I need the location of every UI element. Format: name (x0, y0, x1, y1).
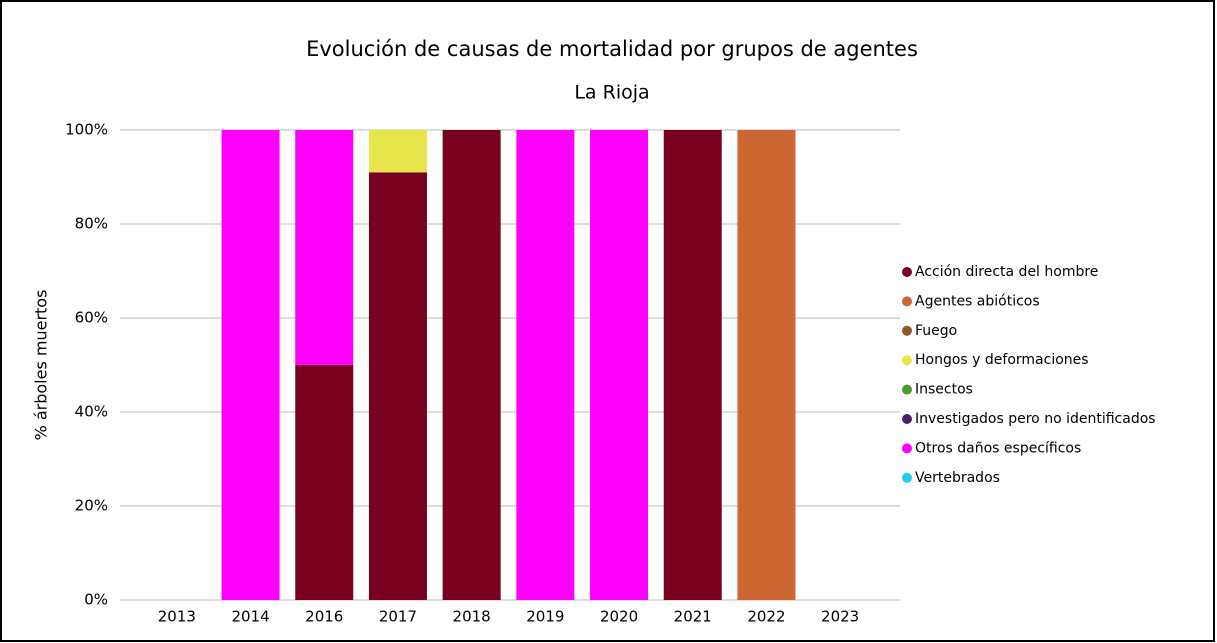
bar-segment (590, 130, 649, 600)
y-tick-label: 80% (75, 215, 108, 233)
legend-marker (902, 443, 912, 454)
legend-marker (902, 472, 912, 483)
y-axis-label: % árboles muertos (32, 290, 51, 441)
y-tick-label: 0% (84, 591, 108, 609)
legend-label: Hongos y deformaciones (915, 352, 1089, 368)
y-tick-label: 40% (75, 403, 108, 421)
y-tick-label: 60% (75, 309, 108, 327)
x-tick-label: 2016 (305, 608, 343, 626)
legend-label: Fuego (915, 323, 957, 339)
bar-segment (295, 365, 354, 600)
legend-marker (902, 325, 912, 336)
chart-title: Evolución de causas de mortalidad por gr… (306, 37, 918, 61)
y-tick-label: 100% (65, 121, 108, 139)
legend-marker (902, 355, 912, 366)
legend-marker (902, 384, 912, 395)
bar-segment (368, 172, 427, 601)
legend-label: Acción directa del hombre (915, 264, 1098, 280)
x-tick-label: 2023 (821, 608, 859, 626)
legend-label: Investigados pero no identificados (915, 411, 1156, 427)
bar-segment (295, 130, 354, 365)
legend-marker (902, 267, 912, 277)
bar-segment (516, 130, 575, 600)
bar-segment (368, 130, 427, 173)
x-tick-label: 2020 (600, 608, 638, 626)
legend-marker (902, 296, 912, 307)
x-tick-label: 2021 (674, 608, 712, 626)
legend-label: Insectos (915, 382, 973, 398)
bar-segment (663, 130, 722, 600)
x-tick-label: 2014 (231, 608, 269, 626)
bar-segment (737, 130, 796, 600)
bar-segment (442, 130, 501, 600)
legend-label: Otros daños específicos (915, 440, 1081, 456)
bar-segment (221, 130, 280, 600)
x-tick-label: 2013 (158, 608, 196, 626)
legend-label: Agentes abióticos (915, 293, 1040, 309)
y-tick-label: 20% (75, 497, 108, 515)
x-tick-label: 2018 (453, 608, 491, 626)
legend-label: Vertebrados (915, 470, 1000, 486)
chart-subtitle: La Rioja (574, 82, 649, 104)
legend-marker (902, 414, 912, 424)
x-tick-label: 2019 (526, 608, 564, 626)
x-tick-label: 2022 (747, 608, 785, 626)
x-tick-label: 2017 (379, 608, 417, 626)
